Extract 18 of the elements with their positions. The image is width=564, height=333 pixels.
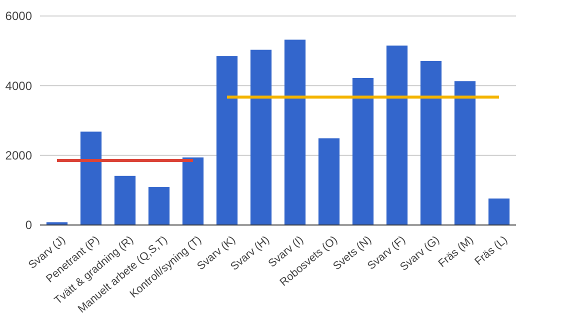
y-tick-label: 4000 bbox=[5, 78, 32, 93]
bar bbox=[182, 157, 204, 225]
bar bbox=[80, 132, 102, 225]
y-tick-label: 0 bbox=[25, 218, 32, 232]
bar bbox=[488, 198, 510, 225]
bar bbox=[250, 50, 272, 225]
bar bbox=[148, 187, 170, 225]
bar bbox=[420, 60, 442, 225]
y-tick-label: 6000 bbox=[5, 9, 32, 24]
bar bbox=[114, 176, 136, 225]
bar bbox=[386, 46, 408, 225]
x-tick-label: Fräs (L) bbox=[472, 234, 510, 268]
bar bbox=[284, 40, 306, 225]
bar bbox=[318, 138, 340, 225]
bar bbox=[352, 78, 374, 225]
y-tick-label: 2000 bbox=[5, 148, 32, 163]
bar bbox=[216, 56, 238, 225]
bar bbox=[454, 81, 476, 225]
